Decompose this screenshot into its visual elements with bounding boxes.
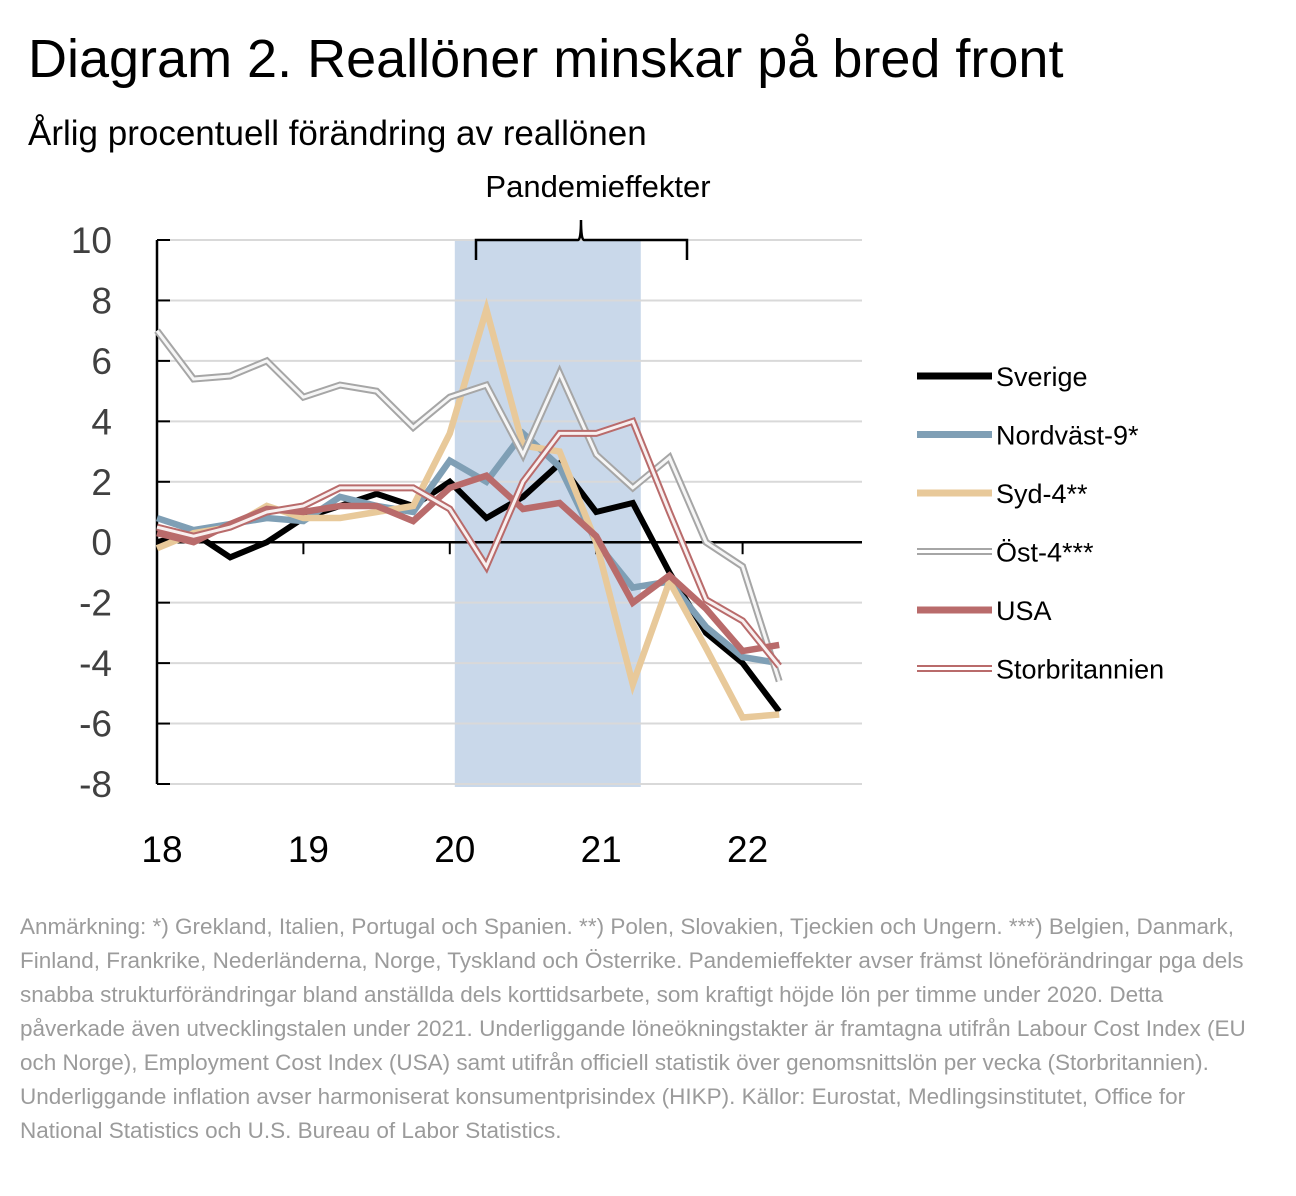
- pandemic-annotation: Pandemieffekter: [485, 169, 710, 204]
- footnote: Anmärkning: *) Grekland, Italien, Portug…: [20, 914, 1246, 1143]
- y-tick-label: -8: [79, 764, 112, 805]
- brace-path: [474, 219, 689, 260]
- gridlines: [157, 239, 862, 785]
- series-storbritannien-line-inner: [156, 419, 781, 668]
- pandemic-brace: Pandemieffekter: [474, 169, 711, 260]
- y-tick-label: -4: [79, 643, 112, 684]
- x-axis-ticks: 18 19 20 21 22: [141, 542, 768, 870]
- x-tick-label: 20: [434, 829, 475, 870]
- y-tick-label: -6: [79, 704, 112, 745]
- series-öst-4-line-inner: [155, 329, 781, 682]
- y-axis-ticks: 10 8 6 4 2 0 -2 -4 -6 -8: [71, 220, 170, 805]
- legend-usa-label: USA: [996, 596, 1052, 626]
- legend-öst-4-label: Öst-4***: [996, 538, 1094, 568]
- legend-syd-4-label: Syd-4**: [996, 479, 1088, 509]
- y-tick-label: -2: [79, 583, 112, 624]
- legend: Sverige Nordväst-9* Syd-4** Öst-4*** USA Stor…: [917, 362, 1164, 685]
- x-tick-label: 21: [581, 829, 622, 870]
- x-tick-label: 18: [141, 829, 182, 870]
- y-tick-label: 8: [91, 280, 112, 321]
- y-tick-label: 10: [71, 220, 112, 261]
- legend-sverige-label: Sverige: [996, 362, 1088, 392]
- x-tick-label: 22: [727, 829, 768, 870]
- y-tick-label: 0: [91, 522, 112, 563]
- x-tick-label: 19: [288, 829, 329, 870]
- legend-storbritannien-label: Storbritannien: [996, 655, 1164, 685]
- series-lines: [154, 297, 783, 721]
- chart-title: Diagram 2. Reallöner minskar på bred fro…: [28, 29, 1064, 89]
- y-tick-label: 2: [91, 462, 112, 503]
- y-tick-label: 6: [91, 341, 112, 382]
- legend-nordväst-9-label: Nordväst-9*: [996, 421, 1139, 451]
- chart-subtitle: Årlig procentuell förändring av reallöne…: [28, 114, 647, 153]
- y-tick-label: 4: [91, 401, 112, 442]
